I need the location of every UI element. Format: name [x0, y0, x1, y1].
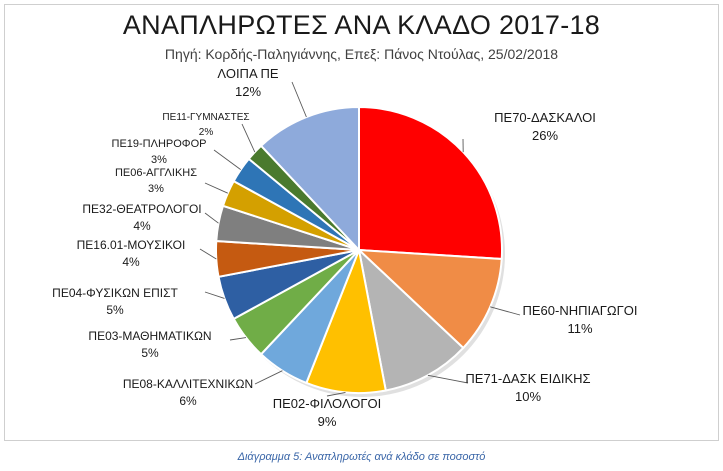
slice-label: ΠΕ71-ΔΑΣΚ ΕΙΔΙΚΗΣ [465, 371, 590, 386]
slice-percent: 3% [151, 154, 167, 166]
leader-line [326, 391, 346, 397]
slice-label: ΠΕ16.01-ΜΟΥΣΙΚΟΙ [77, 238, 186, 252]
leader-line [241, 123, 256, 153]
slice-percent: 5% [106, 303, 124, 317]
leader-line [213, 149, 241, 170]
leader-line [291, 81, 307, 118]
chart-subtitle: Πηγή: Κορδής-Παληγιάννης, Επεξ: Πάνος Ντ… [164, 46, 559, 62]
slice-label: ΠΕ06-ΑΓΓΛΙΚΗΣ [115, 167, 197, 179]
slice-label: ΛΟΙΠΑ ΠΕ [217, 66, 278, 81]
leader-line [204, 212, 219, 224]
slice-percent: 26% [532, 128, 558, 143]
slice-label: ΠΕ03-ΜΑΘΗΜΑΤΙΚΩΝ [88, 329, 211, 343]
slice-percent: 5% [141, 346, 159, 360]
slice-label: ΠΕ02-ΦΙΛΟΛΟΓΟΙ [273, 396, 382, 411]
slice-percent: 4% [122, 255, 140, 269]
slice-label: ΠΕ04-ΦΥΣΙΚΩΝ ΕΠΙΣΤ [52, 286, 178, 300]
slice-percent: 9% [318, 414, 337, 429]
leader-line [199, 248, 217, 260]
slice-label: ΠΕ60-ΝΗΠΙΑΓΩΓΟΙ [522, 303, 637, 318]
pie-slice [305, 246, 387, 395]
slice-percent: 6% [179, 394, 197, 408]
slice-percent: 3% [148, 183, 164, 195]
pie-slice [358, 105, 503, 261]
slice-label: ΠΕ11-ΓΥΜΝΑΣΤΕΣ [162, 112, 249, 123]
pie-slice [259, 105, 360, 253]
slice-percent: 10% [515, 389, 541, 404]
slice-label: ΠΕ32-ΘΕΑΤΡΟΛΟΓΟΙ [82, 202, 201, 216]
leader-line [254, 370, 283, 385]
pie-slice [357, 247, 465, 392]
leader-line [204, 182, 228, 194]
figure-caption: Διάγραμμα 5: Αναπληρωτές ανά κλάδο σε πο… [237, 451, 486, 463]
leader-line [204, 291, 225, 299]
slice-label: ΠΕ70-ΔΑΣΚΑΛΟΙ [494, 110, 596, 125]
leader-line [490, 306, 521, 316]
leader-line [427, 374, 469, 384]
slice-percent: 11% [567, 321, 592, 336]
slice-percent: 12% [235, 84, 261, 99]
slice-percent: 2% [199, 127, 214, 138]
chart-title: ΑΝΑΠΛΗΡΩΤΕΣ ΑΝΑ ΚΛΑΔΟ 2017-18 [122, 10, 601, 40]
slice-label: ΠΕ19-ΠΛΗΡΟΦΟΡ [112, 138, 207, 150]
slice-percent: 4% [133, 219, 151, 233]
leader-line [229, 337, 247, 341]
slice-label: ΠΕ08-ΚΑΛΛΙΤΕΧΝΙΚΩΝ [123, 377, 253, 391]
